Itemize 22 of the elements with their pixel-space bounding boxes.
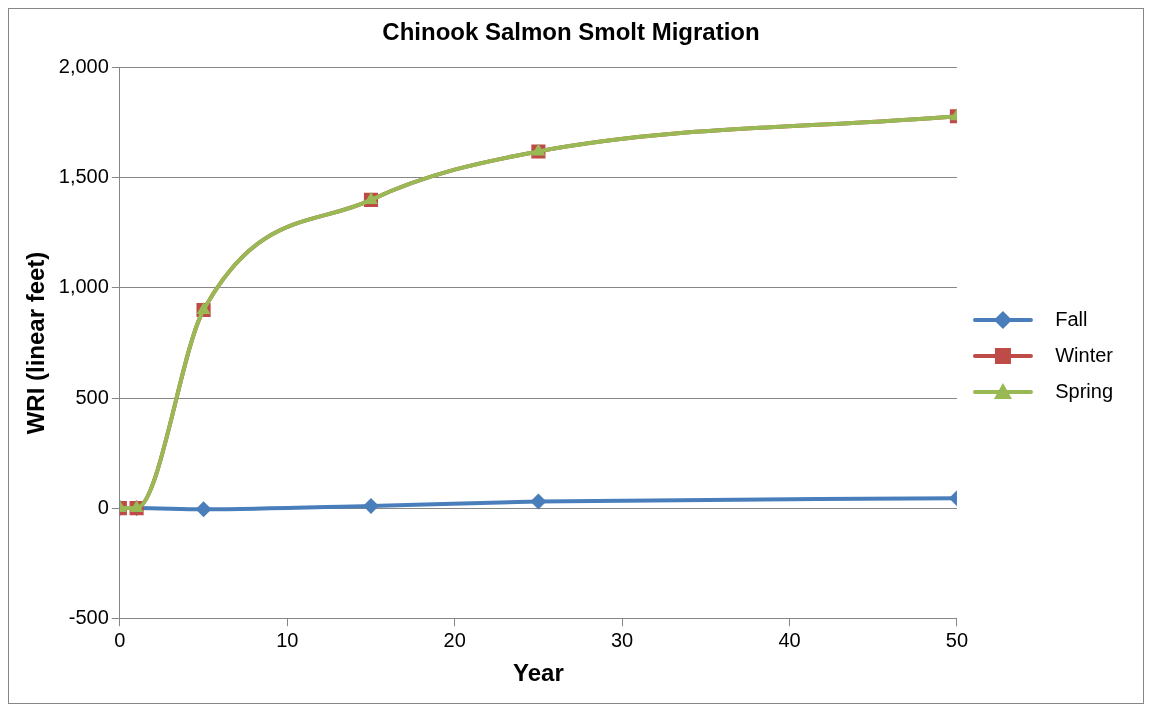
- x-tick-label: 50: [945, 628, 969, 651]
- y-tick-label: 0: [97, 495, 109, 518]
- x-tick-label: 20: [443, 628, 466, 651]
- x-tick-label: 0: [114, 628, 126, 651]
- legend-label: Fall: [982, 307, 1088, 330]
- point: [196, 301, 211, 314]
- chart-title: Chinook Salmon Smolt Migration: [382, 18, 760, 46]
- y-tick-label: 2,000: [58, 55, 109, 78]
- x-tick-label: 10: [276, 628, 299, 651]
- y-axis-title: WRI (linear feet): [22, 251, 50, 435]
- y-tick-label: 1,000: [58, 275, 109, 298]
- y-tick-label: -500: [68, 605, 109, 628]
- point: [362, 497, 379, 514]
- point: [195, 501, 212, 518]
- legend-label: Winter: [982, 343, 1114, 366]
- point: [530, 493, 547, 510]
- y-tick-label: 500: [75, 385, 109, 408]
- y-tick-label: 1,500: [58, 165, 109, 188]
- x-tick-label: 40: [778, 628, 801, 651]
- legend-label: Spring: [982, 379, 1114, 402]
- x-tick-label: 30: [610, 628, 634, 651]
- x-axis-title: Year: [513, 659, 564, 687]
